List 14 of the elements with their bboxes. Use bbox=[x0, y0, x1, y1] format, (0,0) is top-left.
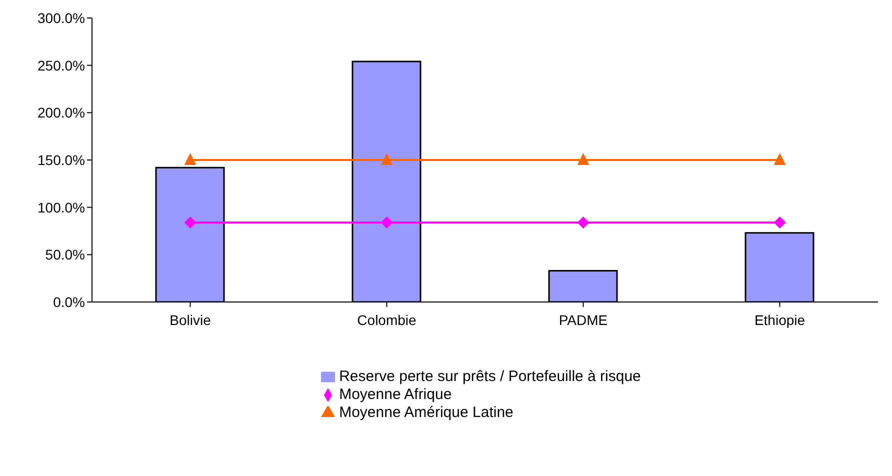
legend-label: Moyenne Amérique Latine bbox=[339, 404, 514, 421]
legend-label: Moyenne Afrique bbox=[339, 386, 452, 403]
y-tick-label: 150.0% bbox=[38, 152, 85, 168]
y-tick-label: 100.0% bbox=[38, 199, 85, 216]
y-tick-label: 0.0% bbox=[53, 294, 85, 310]
legend-label: Reserve perte sur prêts / Portefeuille à risque bbox=[339, 368, 641, 385]
y-tick-label: 300.0% bbox=[38, 10, 85, 26]
x-tick-label: PADME bbox=[558, 312, 608, 328]
x-tick-label: Bolivie bbox=[170, 312, 212, 328]
y-tick-label: 200.0% bbox=[38, 104, 85, 121]
x-tick-label: Ethiopie bbox=[754, 312, 806, 328]
y-tick-label: 250.0% bbox=[38, 57, 85, 74]
x-tick-label: Colombie bbox=[357, 312, 417, 328]
y-tick-label: 50.0% bbox=[45, 246, 85, 263]
